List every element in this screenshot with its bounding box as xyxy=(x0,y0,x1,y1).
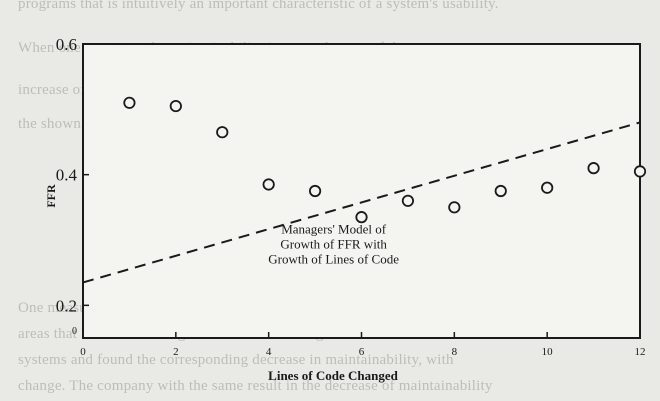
y-tick-label: 0 xyxy=(72,326,77,337)
x-tick-label: 12 xyxy=(635,346,646,358)
annotation-line: Growth of Lines of Code xyxy=(268,251,399,266)
data-point xyxy=(308,184,322,198)
data-point xyxy=(355,211,368,224)
data-point xyxy=(494,184,507,198)
x-tick-label: 6 xyxy=(359,346,365,358)
data-point xyxy=(262,178,275,191)
data-point xyxy=(401,194,415,207)
data-point xyxy=(123,96,136,109)
annotation-line: Managers' Model of xyxy=(281,221,387,236)
x-tick-label: 0 xyxy=(80,346,86,358)
data-point xyxy=(587,162,600,175)
data-point xyxy=(633,165,647,178)
x-tick-label: 10 xyxy=(542,346,554,358)
x-tick-label: 2 xyxy=(173,346,179,358)
x-axis-ticks: 0 2 4 6 8 10 12 xyxy=(80,332,646,358)
y-tick-label: 0.4 xyxy=(56,166,78,185)
x-tick-label: 4 xyxy=(266,346,272,358)
data-points xyxy=(123,96,647,224)
managers-model-line xyxy=(82,121,641,284)
data-point xyxy=(169,99,182,113)
annotation-line: Growth of FFR with xyxy=(280,236,387,251)
y-axis-label: FFR xyxy=(44,184,58,208)
data-point xyxy=(216,126,229,139)
y-axis-ticks: 0.6 0.4 0.2 0 xyxy=(56,35,89,337)
plot-area xyxy=(82,43,641,339)
y-tick-label: 0.6 xyxy=(56,35,77,54)
x-axis-label: Lines of Code Changed xyxy=(268,368,398,383)
data-point xyxy=(541,181,554,194)
x-tick-label: 8 xyxy=(452,346,458,358)
y-tick-label: 0.2 xyxy=(56,296,77,315)
data-point xyxy=(448,201,461,214)
